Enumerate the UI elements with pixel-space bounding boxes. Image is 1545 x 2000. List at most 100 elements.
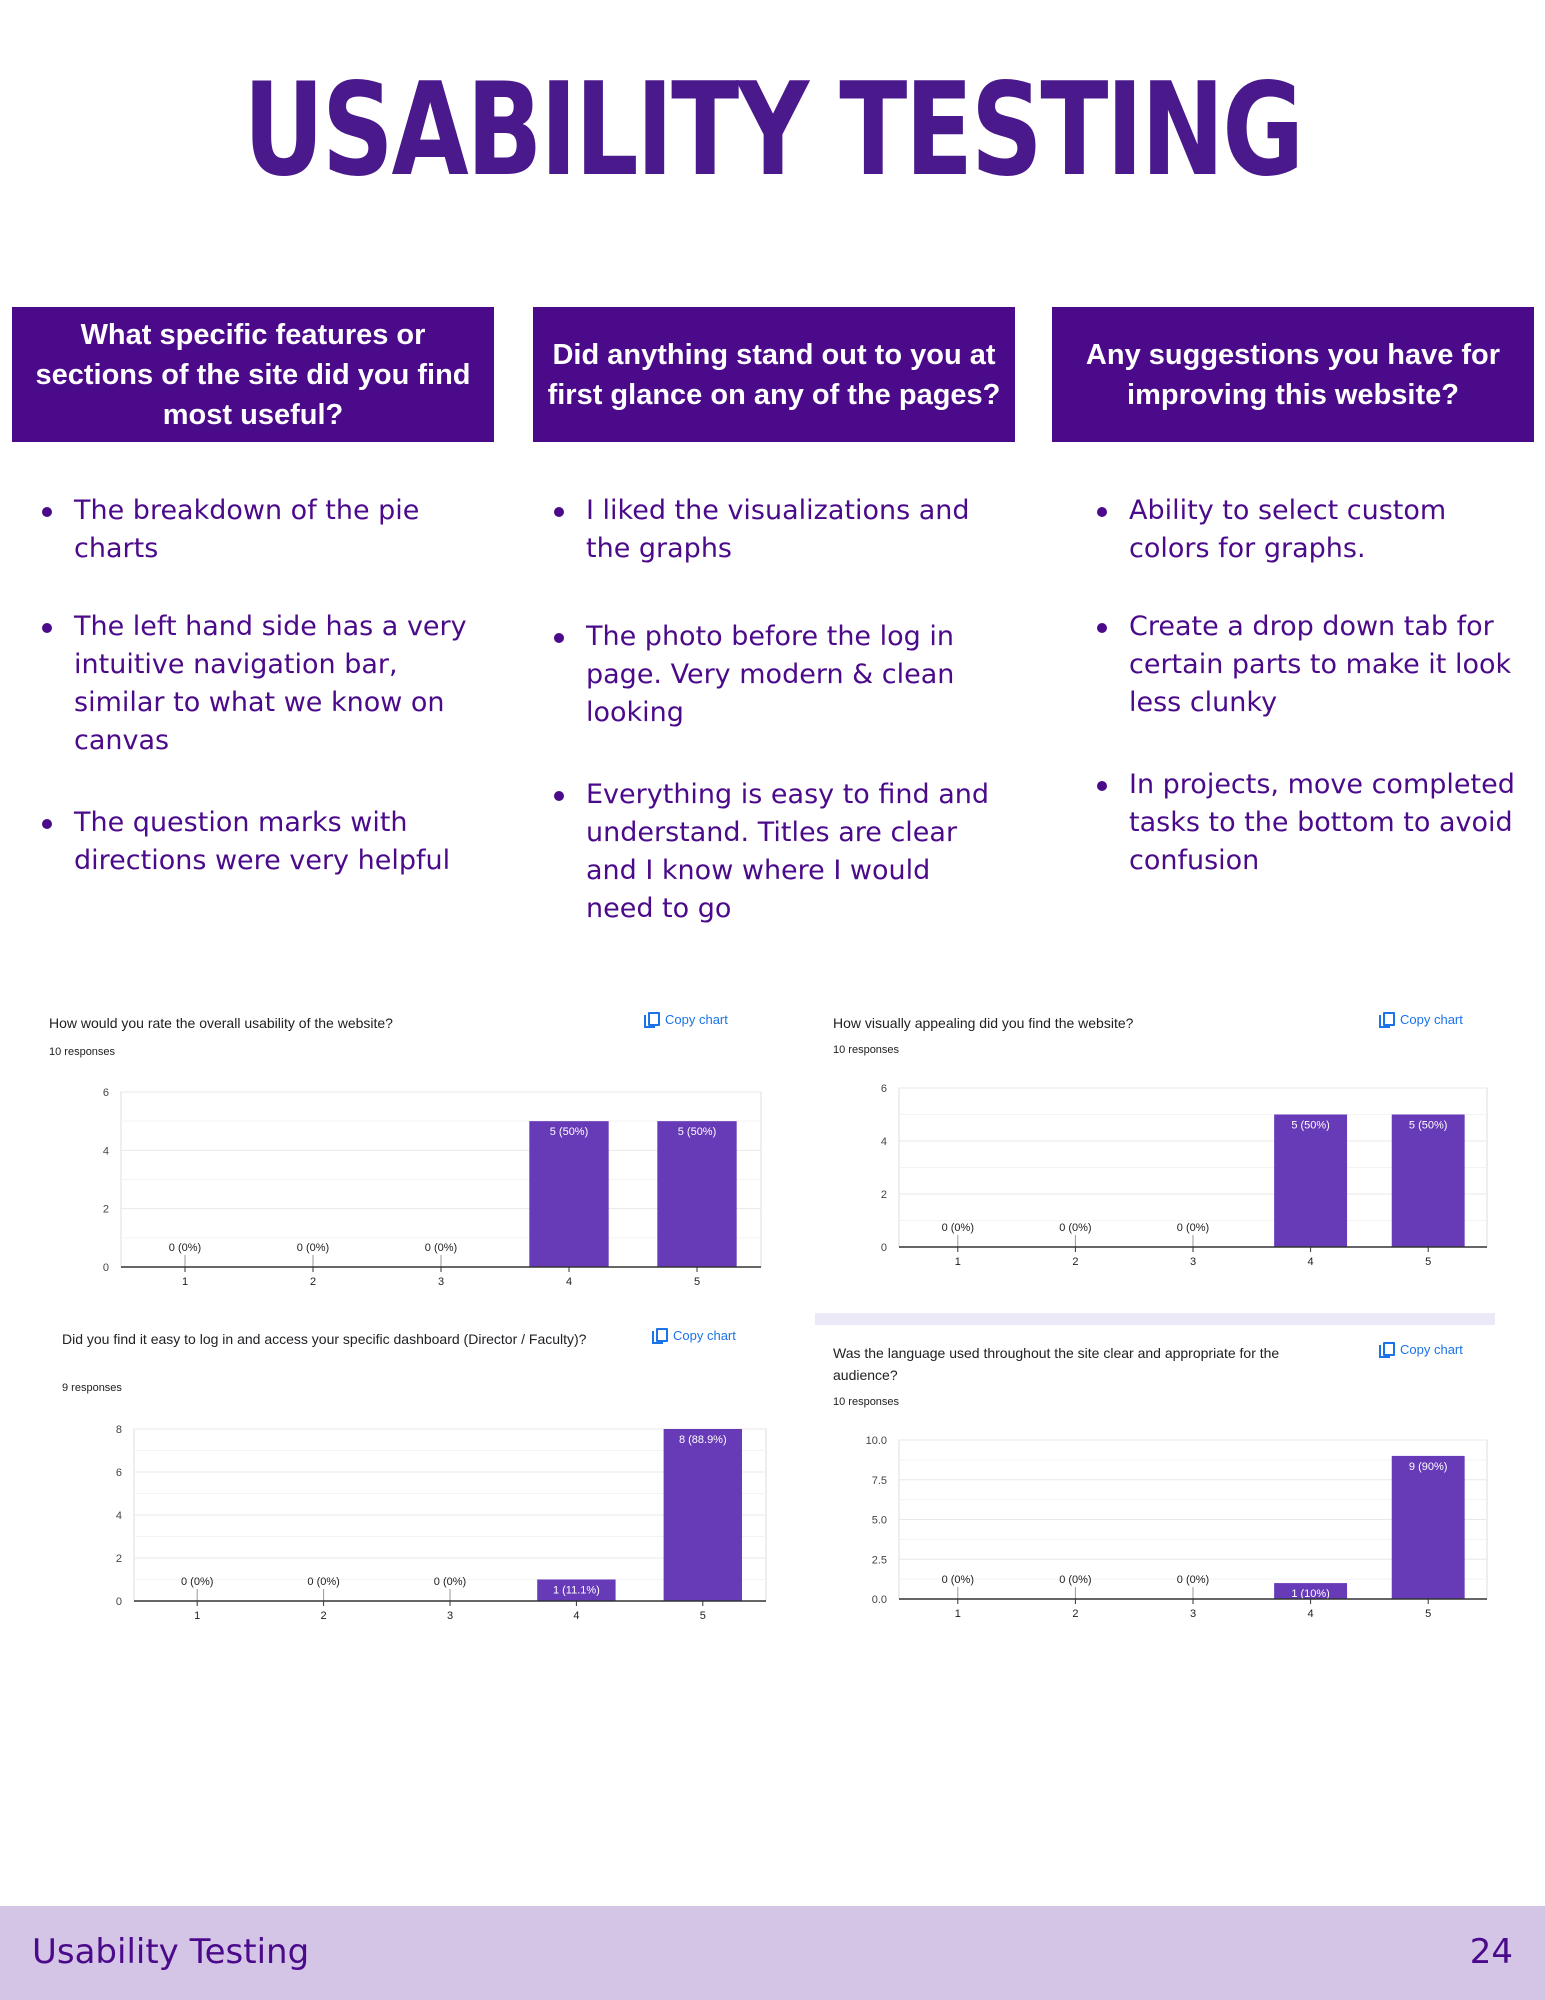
question-header-first-glance: Did anything stand out to you at first g… xyxy=(533,307,1015,442)
bar-data-label: 1 (11.1%) xyxy=(553,1585,600,1597)
response-count: 9 responses xyxy=(62,1382,122,1394)
copy-chart-label: Copy chart xyxy=(1400,1012,1463,1027)
y-tick-label: 2 xyxy=(116,1553,122,1565)
answer-item: Create a drop down tab for certain parts… xyxy=(1095,608,1535,722)
bar-data-label: 5 (50%) xyxy=(1291,1120,1330,1132)
copy-chart-button[interactable]: Copy chart xyxy=(644,1012,728,1028)
bar-chart-plot: 0 2 4 6 0 (0%) 1 0 (0%) 2 0 (0%) 3 5 (50%) 4 5 (50%)… xyxy=(881,1083,1488,1268)
x-tick-label: 3 xyxy=(447,1610,453,1622)
y-tick-label: 4 xyxy=(103,1145,109,1157)
copy-chart-label: Copy chart xyxy=(665,1012,728,1027)
bar-data-label: 0 (0%) xyxy=(942,1574,974,1586)
bar-data-label: 8 (88.9%) xyxy=(679,1434,727,1446)
x-tick-label: 1 xyxy=(182,1276,188,1288)
copy-icon xyxy=(1379,1342,1395,1358)
bar-data-label: 0 (0%) xyxy=(1177,1574,1209,1586)
y-tick-label: 6 xyxy=(103,1087,109,1099)
y-tick-label: 0 xyxy=(881,1242,887,1254)
x-tick-label: 1 xyxy=(955,1256,961,1268)
answer-item: Everything is easy to find and understan… xyxy=(552,776,992,928)
answer-item: The left hand side has a very intuitive … xyxy=(40,608,480,760)
bar-data-label: 0 (0%) xyxy=(169,1242,201,1254)
y-tick-label: 2.5 xyxy=(872,1554,887,1566)
chart-overall-usability: How would you rate the overall usability… xyxy=(49,1012,769,1302)
chart-visual-appeal: How visually appealing did you find the … xyxy=(833,1012,1493,1302)
answer-item: The photo before the log in page. Very m… xyxy=(552,618,992,732)
bar-data-label: 5 (50%) xyxy=(550,1126,589,1138)
y-tick-label: 6 xyxy=(116,1467,122,1479)
y-tick-label: 10.0 xyxy=(866,1435,887,1447)
copy-chart-button[interactable]: Copy chart xyxy=(652,1328,736,1344)
copy-chart-label: Copy chart xyxy=(1400,1342,1463,1357)
bar-data-label: 0 (0%) xyxy=(1059,1574,1091,1586)
separator xyxy=(815,1313,1495,1325)
y-tick-label: 0 xyxy=(116,1596,122,1608)
question-header-features: What specific features or sections of th… xyxy=(12,307,494,442)
footer-label: Usability Testing xyxy=(32,1932,310,1972)
answer-item: The breakdown of the pie charts xyxy=(40,492,480,568)
bar-data-label: 0 (0%) xyxy=(1059,1222,1091,1234)
question-header-suggestions: Any suggestions you have for improving t… xyxy=(1052,307,1534,442)
x-tick-label: 5 xyxy=(1425,1608,1431,1620)
bar-data-label: 1 (10%) xyxy=(1291,1588,1330,1600)
copy-icon xyxy=(1379,1012,1395,1028)
x-tick-label: 2 xyxy=(310,1276,316,1288)
bar-data-label: 0 (0%) xyxy=(434,1576,466,1588)
y-tick-label: 4 xyxy=(116,1510,122,1522)
bar-data-label: 0 (0%) xyxy=(297,1242,329,1254)
chart-title: How would you rate the overall usability… xyxy=(49,1015,393,1031)
bar-chart-plot: 0 2 4 6 8 0 (0%) 1 0 (0%) 2 0 (0%) 3 1 (11.1%) 4 8 (8… xyxy=(116,1424,767,1622)
x-tick-label: 5 xyxy=(700,1610,706,1622)
bar xyxy=(529,1121,609,1267)
bar-data-label: 5 (50%) xyxy=(1409,1120,1448,1132)
bar-data-label: 9 (90%) xyxy=(1409,1461,1448,1473)
page-footer: Usability Testing 24 xyxy=(0,1906,1545,2000)
chart-title: Did you find it easy to log in and acces… xyxy=(62,1331,587,1347)
x-tick-label: 3 xyxy=(1190,1608,1196,1620)
answer-item: I liked the visualizations and the graph… xyxy=(552,492,992,568)
y-tick-label: 0.0 xyxy=(872,1594,887,1606)
x-tick-label: 4 xyxy=(566,1276,572,1288)
bar-chart-plot: 0.0 2.5 5.0 7.5 10.0 0 (0%) 1 0 (0%) 2 0 (0%) 3 1 (… xyxy=(866,1435,1488,1620)
bar-data-label: 0 (0%) xyxy=(942,1222,974,1234)
copy-icon xyxy=(644,1012,660,1028)
x-tick-label: 4 xyxy=(1308,1608,1314,1620)
copy-chart-label: Copy chart xyxy=(673,1328,736,1343)
x-tick-label: 1 xyxy=(194,1610,200,1622)
copy-chart-button[interactable]: Copy chart xyxy=(1379,1342,1463,1358)
bar xyxy=(1391,1114,1465,1247)
bar xyxy=(1391,1455,1465,1599)
copy-chart-button[interactable]: Copy chart xyxy=(1379,1012,1463,1028)
x-tick-label: 4 xyxy=(1308,1256,1314,1268)
bar xyxy=(663,1429,742,1601)
page-number: 24 xyxy=(1469,1932,1513,1972)
bar xyxy=(1274,1583,1348,1599)
copy-icon xyxy=(652,1328,668,1344)
x-tick-label: 2 xyxy=(1072,1608,1078,1620)
x-tick-label: 3 xyxy=(438,1276,444,1288)
answer-item: The question marks with directions were … xyxy=(40,804,480,880)
x-tick-label: 5 xyxy=(694,1276,700,1288)
page-title: USABILITY TESTING xyxy=(243,56,1304,205)
x-tick-label: 3 xyxy=(1190,1256,1196,1268)
bar-data-label: 5 (50%) xyxy=(678,1126,717,1138)
answer-item: Ability to select custom colors for grap… xyxy=(1095,492,1535,568)
y-tick-label: 7.5 xyxy=(872,1475,887,1487)
x-tick-label: 1 xyxy=(955,1608,961,1620)
x-tick-label: 5 xyxy=(1425,1256,1431,1268)
bar-data-label: 0 (0%) xyxy=(307,1576,339,1588)
bar-data-label: 0 (0%) xyxy=(1177,1222,1209,1234)
answer-item: In projects, move completed tasks to the… xyxy=(1095,766,1535,880)
y-tick-label: 2 xyxy=(881,1189,887,1201)
chart-login-access: Did you find it easy to log in and acces… xyxy=(62,1328,772,1628)
chart-language-clarity: Was the language used throughout the sit… xyxy=(833,1342,1493,1632)
y-tick-label: 5.0 xyxy=(872,1515,887,1527)
answers-features: The breakdown of the pie charts The left… xyxy=(40,490,480,880)
y-tick-label: 8 xyxy=(116,1424,122,1436)
y-tick-label: 2 xyxy=(103,1204,109,1216)
bar xyxy=(1274,1114,1348,1247)
bar-data-label: 0 (0%) xyxy=(425,1242,457,1254)
y-tick-label: 4 xyxy=(881,1136,887,1148)
response-count: 10 responses xyxy=(833,1396,900,1408)
chart-title: Was the language used throughout the sit… xyxy=(833,1345,1280,1383)
